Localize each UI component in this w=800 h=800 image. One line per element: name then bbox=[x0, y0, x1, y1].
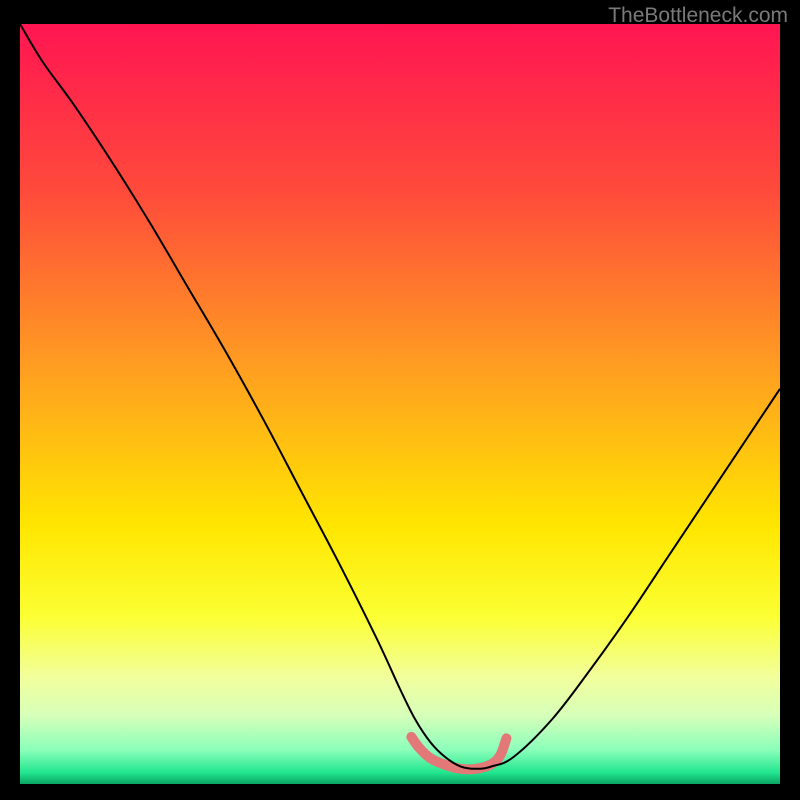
bottleneck-curve-chart bbox=[20, 24, 780, 784]
gradient-background bbox=[20, 24, 780, 784]
chart-container bbox=[20, 24, 780, 784]
